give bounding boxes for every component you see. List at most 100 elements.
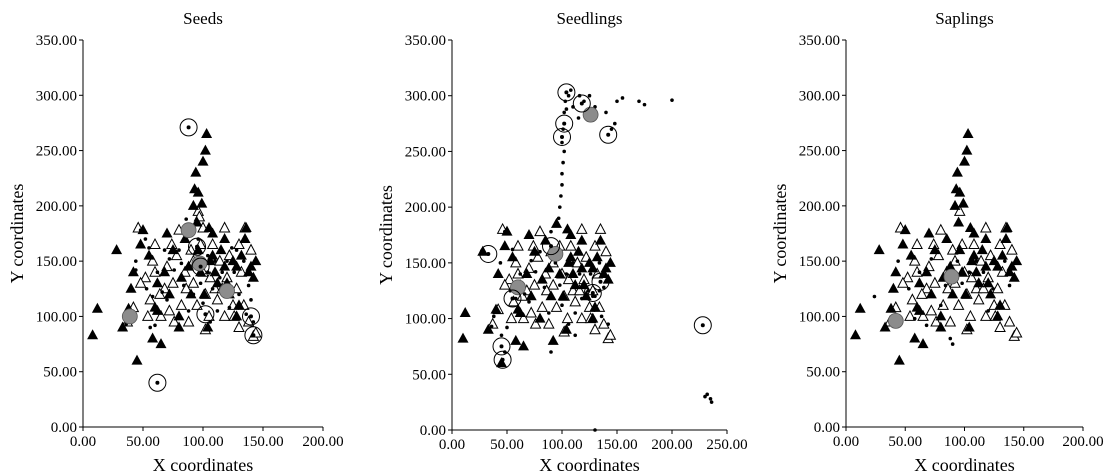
dot-point <box>134 268 138 272</box>
dot-point <box>573 333 577 338</box>
filled-triangle-point <box>247 271 259 282</box>
dot-point <box>533 269 538 274</box>
y-tick-label: 300.00 <box>799 88 840 104</box>
open-triangle-point <box>233 237 245 250</box>
filled-triangle-point <box>563 256 575 267</box>
chart-title: Seedlings <box>556 9 622 28</box>
dot-point <box>558 205 562 209</box>
filled-triangle-point <box>518 340 529 351</box>
y-tick-label: 300.00 <box>405 89 446 105</box>
filled-triangle-point <box>1004 266 1016 277</box>
dot-point <box>556 216 561 221</box>
open-triangle-point <box>917 309 929 321</box>
open-triangle-point <box>531 250 544 262</box>
filled-triangle-point <box>960 288 972 299</box>
open-triangle-point <box>994 320 1006 332</box>
dot-point <box>929 257 934 261</box>
dot-point <box>215 309 220 313</box>
ring-marker <box>557 83 576 102</box>
ring-marker <box>542 237 560 256</box>
filled-triangle-point <box>949 199 961 210</box>
dot-point <box>560 183 564 187</box>
filled-triangle-point <box>921 266 933 277</box>
filled-triangle-point <box>587 312 599 323</box>
open-triangle-point <box>916 287 928 299</box>
dot-point <box>974 259 979 263</box>
ring-marker-center <box>203 312 208 317</box>
dot-point <box>244 312 248 317</box>
filled-triangle-point <box>935 321 947 332</box>
filled-triangle-point <box>163 288 175 299</box>
filled-triangle-point <box>131 354 143 365</box>
open-triangle-point <box>245 243 257 255</box>
filled-triangle-point <box>595 234 606 245</box>
ring-marker-center <box>486 251 491 256</box>
dot-point <box>218 275 222 280</box>
open-triangle-point <box>211 293 224 305</box>
filled-triangle-point <box>992 260 1004 271</box>
filled-triangle-point <box>580 290 592 301</box>
open-triangle-point <box>980 221 992 233</box>
dot-point <box>186 309 191 313</box>
filled-triangle-point <box>192 244 204 255</box>
dot-point <box>249 298 253 302</box>
dot-point <box>201 301 205 305</box>
open-triangle-point <box>163 304 176 316</box>
filled-triangle-point <box>173 310 185 321</box>
y-axis-label: Y coordinates <box>770 184 790 284</box>
y-tick-label: 150.00 <box>799 254 840 270</box>
open-triangle-point <box>144 293 157 305</box>
dot-point <box>514 296 518 301</box>
open-triangle-point <box>1003 315 1016 327</box>
ring-marker <box>188 237 206 256</box>
filled-triangle-point <box>1011 255 1023 266</box>
dot-point <box>165 298 169 302</box>
filled-triangle-point <box>567 268 579 278</box>
y-axis-label: Y coordinates <box>7 184 27 284</box>
open-triangle-point <box>996 265 1009 277</box>
filled-triangle-point <box>1008 271 1020 282</box>
dot-point <box>564 107 569 111</box>
y-tick-label: 350.00 <box>405 33 446 49</box>
filled-triangle-point <box>201 127 213 138</box>
open-triangle-point <box>134 276 147 288</box>
filled-triangle-point <box>196 197 208 208</box>
filled-triangle-point <box>604 256 616 267</box>
filled-triangle-point <box>167 244 179 255</box>
open-triangle-point <box>180 282 193 294</box>
filled-triangle-point <box>957 197 969 208</box>
filled-triangle-point <box>885 302 897 313</box>
open-triangle-point <box>964 309 977 321</box>
y-tick-label: 0.00 <box>51 420 77 436</box>
open-triangle-point <box>908 254 921 266</box>
dot-point <box>155 270 160 275</box>
filled-triangle-point <box>954 186 966 197</box>
grey-circle-point <box>943 268 960 285</box>
filled-triangle-point <box>173 321 185 332</box>
x-axis-label: X coordinates <box>153 455 253 473</box>
dot-point <box>705 392 709 397</box>
chart-panel-0: 0.00 50.00 100.00 150.00 200.00 250.00 300.00 3… <box>7 9 344 473</box>
dot-point <box>553 261 558 265</box>
open-triangle-point <box>589 239 601 251</box>
filled-triangle-point <box>941 233 953 244</box>
filled-triangle-point <box>211 277 223 288</box>
dot-point <box>560 140 564 145</box>
y-tick-label: 100.00 <box>799 309 840 325</box>
filled-triangle-point <box>534 312 546 323</box>
filled-triangle-point <box>909 332 921 343</box>
dot-point <box>907 286 911 291</box>
dot-point <box>564 272 569 276</box>
dot-point <box>172 268 176 272</box>
open-triangle-point <box>149 237 161 250</box>
filled-triangle-point <box>231 260 243 271</box>
open-triangle-point <box>182 315 195 327</box>
dot-point <box>670 98 674 102</box>
open-triangle-point <box>235 265 248 277</box>
filled-triangle-point <box>161 227 173 238</box>
dot-point <box>587 93 592 98</box>
open-triangle-point <box>562 272 575 285</box>
ring-marker <box>599 125 618 144</box>
open-triangle-point <box>218 309 231 321</box>
filled-triangle-point <box>245 260 257 271</box>
